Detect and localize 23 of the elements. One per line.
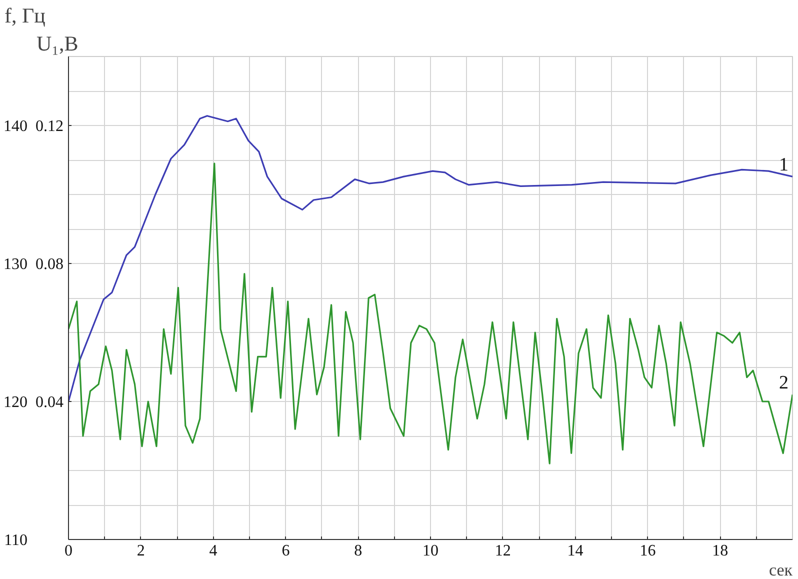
x-axis-title: сек xyxy=(768,560,794,579)
x-tick-label: 12 xyxy=(494,542,511,560)
series-label: 1 xyxy=(779,154,788,176)
y-tick-label: 110 xyxy=(4,532,28,549)
x-tick-label: 16 xyxy=(640,542,656,560)
x-tick-label: 14 xyxy=(567,542,584,560)
y-tick-label: 120 xyxy=(4,394,28,411)
x-tick-label: 0 xyxy=(64,542,72,560)
y-axis-title: f, Гц xyxy=(4,4,46,28)
y2-axis-title: U₁,В xyxy=(36,32,78,56)
x-tick-label: 4 xyxy=(209,542,218,560)
y-tick-label: 140 xyxy=(4,118,28,135)
line-series xyxy=(68,115,792,402)
x-tick-label: 2 xyxy=(136,542,145,560)
series-label: 2 xyxy=(779,372,788,394)
x-tick-label: 18 xyxy=(712,542,728,560)
x-tick-label: 10 xyxy=(422,542,438,560)
y2-tick-label: 0.08 xyxy=(36,256,64,273)
y-tick-label: 130 xyxy=(4,256,28,273)
x-tick-label: 6 xyxy=(282,542,290,560)
x-tick-label: 8 xyxy=(354,542,362,560)
y2-tick-label: 0.12 xyxy=(36,118,64,135)
y2-tick-label: 0.04 xyxy=(36,394,64,411)
